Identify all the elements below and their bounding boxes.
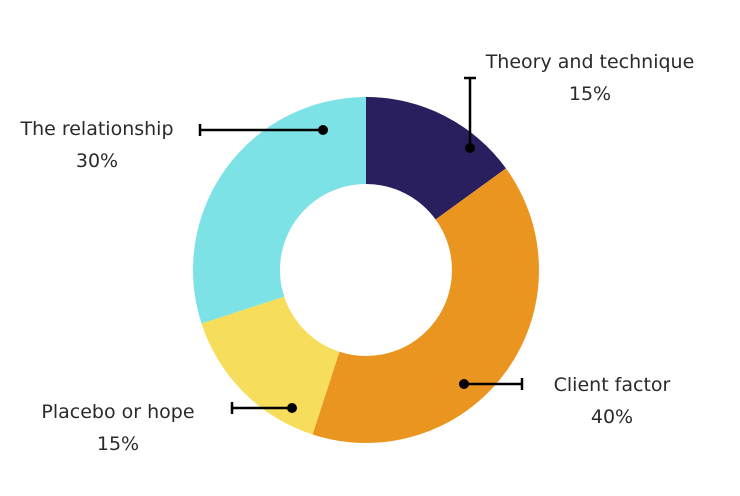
- slice-value-client-factor: 40%: [591, 406, 633, 428]
- callout-placebo-or-hope: [230, 402, 297, 414]
- callout-the-relationship: [198, 124, 328, 136]
- slice-label-client-factor: Client factor: [554, 374, 671, 396]
- callouts: [198, 76, 524, 414]
- donut-slice-the-relationship: [192, 97, 366, 324]
- donut-slices: [192, 97, 539, 443]
- slice-label-the-relationship: The relationship: [19, 118, 173, 140]
- donut-slice-client-factor: [312, 168, 539, 443]
- donut-slice-theory-and-technique: [366, 97, 506, 220]
- slice-value-placebo-or-hope: 15%: [97, 433, 139, 455]
- slice-label-placebo-or-hope: Placebo or hope: [41, 401, 194, 423]
- callout-client-factor: [459, 378, 524, 390]
- slice-value-the-relationship: 30%: [76, 150, 118, 172]
- slice-value-theory-and-technique: 15%: [569, 83, 611, 105]
- callout-theory-and-technique: [464, 76, 476, 153]
- slice-label-theory-and-technique: Theory and technique: [485, 51, 695, 73]
- donut-slice-placebo-or-hope: [201, 296, 340, 435]
